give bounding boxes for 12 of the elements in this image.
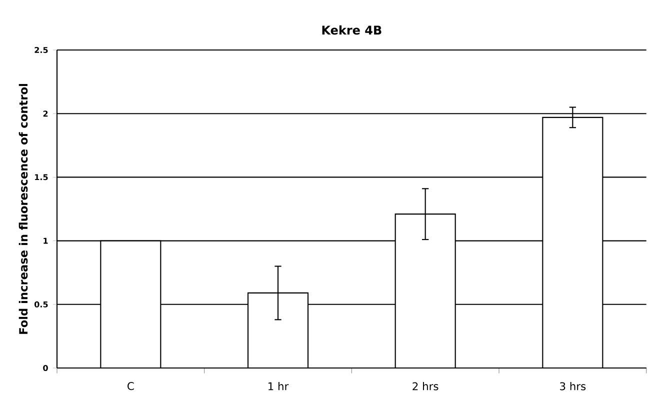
- y-tick-label: 0.5: [34, 301, 48, 308]
- y-axis-title: Fold increase in fluorescence of control: [18, 84, 28, 334]
- y-tick-label: 2.5: [34, 46, 48, 54]
- x-tick-label: C: [128, 382, 134, 390]
- x-tick-label: 3 hrs: [560, 382, 586, 390]
- x-tick-label: 2 hrs: [412, 382, 438, 390]
- y-tick-label: 1.5: [35, 174, 48, 180]
- y-tick-label: 2: [43, 110, 48, 117]
- x-tick-label: 1 hr: [268, 382, 289, 390]
- y-tick-label: 0: [43, 364, 48, 372]
- y-tick-label: 1: [44, 238, 48, 244]
- chart-title: Kekre 4B: [322, 25, 382, 35]
